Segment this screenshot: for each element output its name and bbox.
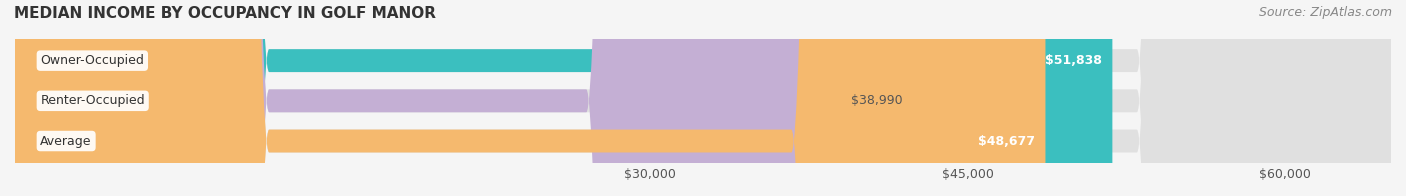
FancyBboxPatch shape [15, 0, 1112, 196]
FancyBboxPatch shape [15, 0, 1046, 196]
FancyBboxPatch shape [15, 0, 1391, 196]
FancyBboxPatch shape [15, 0, 841, 196]
FancyBboxPatch shape [15, 0, 1391, 196]
Text: Average: Average [41, 134, 91, 148]
Text: Source: ZipAtlas.com: Source: ZipAtlas.com [1258, 6, 1392, 19]
Text: $51,838: $51,838 [1045, 54, 1102, 67]
FancyBboxPatch shape [15, 0, 1391, 196]
Text: $48,677: $48,677 [977, 134, 1035, 148]
Text: Renter-Occupied: Renter-Occupied [41, 94, 145, 107]
Text: Owner-Occupied: Owner-Occupied [41, 54, 145, 67]
Text: MEDIAN INCOME BY OCCUPANCY IN GOLF MANOR: MEDIAN INCOME BY OCCUPANCY IN GOLF MANOR [14, 6, 436, 21]
Text: $38,990: $38,990 [851, 94, 903, 107]
